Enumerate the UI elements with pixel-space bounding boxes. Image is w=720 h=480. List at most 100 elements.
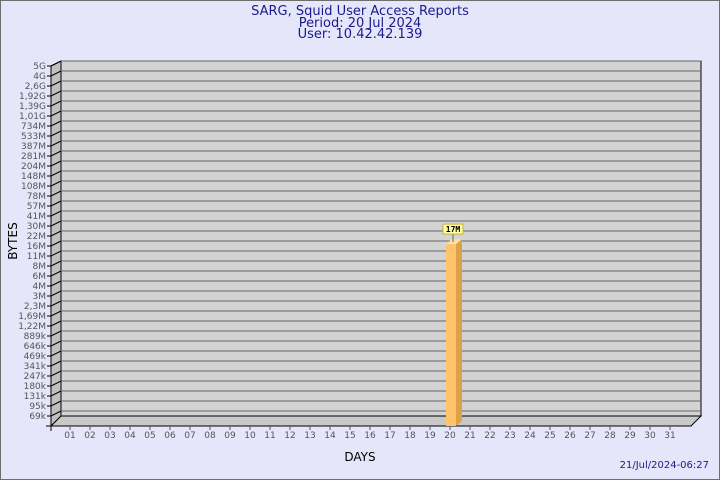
y-tick-label: 6M (33, 272, 47, 282)
x-tick-label: 01 (64, 431, 75, 441)
generated-timestamp: 21/Jul/2024-06:27 (619, 460, 709, 471)
y-tick-label: 8M (33, 262, 47, 272)
y-tick-link (50, 130, 62, 137)
chart-user: User: 10.42.42.139 (297, 27, 423, 42)
x-tick-label: 27 (584, 431, 595, 441)
y-tick-label: 148M (21, 172, 46, 182)
y-tick-link (50, 300, 62, 307)
y-tick-label: 734M (21, 122, 46, 132)
y-tick-label: 131k (24, 392, 47, 402)
y-tick-link (50, 180, 62, 187)
x-axis: 01 02 03 04 05 06 07 08 09 10 11 12 13 14 15 16 17 18 19 20… (64, 426, 676, 441)
y-tick-link (50, 240, 62, 247)
bar-top (446, 239, 462, 245)
x-tick-label: 16 (364, 431, 376, 441)
y-tick-label: 180k (24, 382, 47, 392)
x-tick-label: 29 (624, 431, 636, 441)
x-tick-label: 22 (484, 431, 495, 441)
x-tick-label: 19 (424, 431, 436, 441)
y-tick-link (50, 190, 62, 197)
y-tick-link (50, 140, 62, 147)
x-tick-label: 17 (384, 431, 395, 441)
y-tick-link (50, 100, 62, 107)
bar-label-box (442, 223, 464, 235)
y-tick-label: 108M (21, 182, 46, 192)
x-tick-label: 30 (644, 431, 656, 441)
y-tick-link (50, 330, 62, 337)
bar-side (456, 239, 462, 426)
y-tick-link (50, 70, 62, 77)
y-tick-link (50, 320, 62, 327)
y-tick-link (50, 200, 62, 207)
y-tick-link (50, 280, 62, 287)
y-tick-link (50, 210, 62, 217)
x-tick-label: 20 (444, 431, 456, 441)
x-tick-label: 05 (144, 431, 155, 441)
y-tick-label: 22M (27, 232, 46, 242)
y-tick-link (50, 410, 62, 417)
y-tick-link (50, 110, 62, 117)
x-tick-label: 31 (664, 431, 675, 441)
bar-value-label: 17M (446, 225, 461, 234)
x-tick-label: 13 (304, 431, 315, 441)
x-tick-label: 08 (204, 431, 216, 441)
y-tick-link (50, 230, 62, 237)
y-tick-label: 533M (21, 132, 46, 142)
y-tick-link (50, 80, 62, 87)
y-tick-label: 11M (27, 252, 46, 262)
y-tick-link (50, 350, 62, 357)
y-tick-label: 5G (33, 62, 46, 72)
y-tick-label: 69k (29, 412, 46, 422)
y-tick-label: 1,01G (19, 112, 46, 122)
y-tick-label: 2,6G (25, 82, 46, 92)
y-tick-link (50, 310, 62, 317)
chart-title: SARG, Squid User Access Reports (251, 4, 469, 19)
y-tick-link (50, 290, 62, 297)
y-tick-label: 30M (27, 222, 46, 232)
x-tick-label: 02 (84, 431, 95, 441)
y-tick-link (50, 340, 62, 347)
bar (446, 244, 456, 426)
y-tick-label: 1,39G (19, 102, 46, 112)
y-tick-label: 3M (33, 292, 47, 302)
x-tick-label: 09 (224, 431, 236, 441)
x-tick-label: 15 (344, 431, 355, 441)
y-tick-link (50, 270, 62, 277)
chart-period: Period: 20 Jul 2024 (298, 16, 422, 31)
y-tick-link (50, 380, 62, 387)
y-axis-label: BYTES (6, 222, 20, 259)
x-tick-label: 04 (124, 431, 136, 441)
y-tick-label: 95k (29, 402, 46, 412)
plot-back-wall (60, 60, 702, 417)
x-tick-label: 24 (524, 431, 536, 441)
y-tick-label: 469k (24, 352, 47, 362)
y-tick-label: 204M (21, 162, 46, 172)
y-tick-link (50, 400, 62, 407)
y-tick-label: 247k (24, 372, 47, 382)
x-tick-label: 10 (244, 431, 256, 441)
y-tick-label: 78M (27, 192, 46, 202)
y-tick-label: 646k (24, 342, 47, 352)
y-tick-link (50, 120, 62, 127)
y-tick-label: 4M (33, 282, 47, 292)
y-tick-link (50, 370, 62, 377)
x-tick-label: 23 (504, 431, 515, 441)
y-tick-link (50, 160, 62, 167)
x-tick-label: 03 (104, 431, 115, 441)
y-tick-label: 1,69M (18, 312, 46, 322)
bars: 17M (442, 223, 464, 426)
plot-floor (49, 415, 703, 427)
x-tick-label: 07 (184, 431, 195, 441)
y-tick-label: 2,3M (24, 302, 46, 312)
y-tick-label: 281M (21, 152, 46, 162)
y-tick-link (50, 260, 62, 267)
y-tick-label: 1,22M (18, 322, 46, 332)
y-tick-label: 889k (24, 332, 47, 342)
x-tick-label: 26 (564, 431, 576, 441)
y-tick-label: 341k (24, 362, 47, 372)
y-tick-label: 57M (27, 202, 46, 212)
y-tick-label: 4G (33, 72, 46, 82)
y-tick-label: 16M (27, 242, 46, 252)
